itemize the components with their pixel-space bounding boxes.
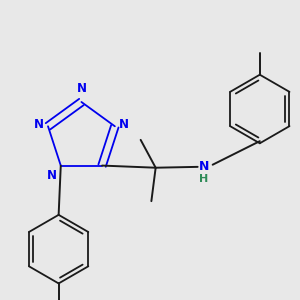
Text: N: N	[119, 118, 129, 130]
Text: N: N	[34, 118, 44, 130]
Text: H: H	[200, 174, 208, 184]
Text: N: N	[200, 160, 210, 172]
Text: N: N	[76, 82, 86, 95]
Text: N: N	[47, 169, 57, 182]
